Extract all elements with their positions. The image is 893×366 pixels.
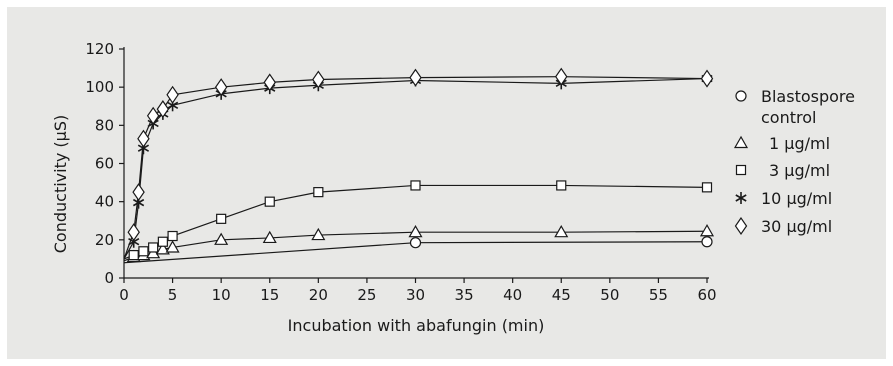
legend: Blastospore control 1 µg/ml 3 µg/ml 10 µg/…	[733, 87, 855, 236]
data-point-30-ug-ml	[127, 223, 140, 242]
y-tick-label: 0	[104, 269, 114, 287]
legend-label-blastospore-control: Blastospore	[761, 87, 855, 106]
asterisk-stroke	[735, 194, 747, 202]
x-tick-label: 35	[455, 286, 474, 304]
x-tick-label: 5	[168, 286, 178, 304]
data-point-30-ug-ml	[555, 67, 568, 86]
data-point-30-ug-ml	[700, 69, 714, 88]
y-tick-label: 100	[85, 78, 114, 96]
data-point-blastospore-control	[409, 237, 422, 249]
asterisk-stroke	[137, 144, 150, 152]
data-point-3-ug-ml	[410, 180, 421, 191]
y-tick-label: 40	[95, 193, 114, 211]
y-tick-label: 80	[95, 116, 114, 134]
legend-marker-10-ug-ml	[735, 192, 747, 204]
data-point-1-ug-ml	[699, 224, 715, 237]
data-point-3-ug-ml	[313, 187, 324, 198]
data-point-1-ug-ml	[155, 242, 170, 255]
x-axis-label: Incubation with abafungin (min)	[288, 316, 545, 335]
x-tick-label: 30	[406, 286, 425, 304]
data-point-3-ug-ml	[264, 196, 275, 207]
data-point-1-ug-ml	[165, 240, 180, 253]
x-tick-label: 0	[119, 286, 129, 304]
legend-marker-blastospore-control	[735, 90, 747, 102]
data-point-3-ug-ml	[556, 180, 567, 191]
data-point-3-ug-ml	[167, 230, 178, 242]
x-tick-label: 55	[649, 286, 668, 304]
legend-label-blastospore-control: control	[761, 108, 816, 127]
asterisk-stroke	[128, 238, 140, 246]
x-tick-label: 45	[552, 286, 571, 304]
legend-marker-1-ug-ml	[733, 135, 749, 149]
data-point-3-ug-ml	[148, 242, 159, 253]
data-point-3-ug-ml	[157, 236, 168, 247]
x-tick-label: 25	[357, 286, 376, 304]
legend-label-10-ug-ml: 10 µg/ml	[761, 189, 832, 208]
legend-label-1-ug-ml: 1 µg/ml	[761, 134, 830, 153]
x-tick-label: 20	[309, 286, 328, 304]
x-tick-label: 15	[260, 286, 279, 304]
data-point-30-ug-ml	[146, 106, 160, 125]
data-point-3-ug-ml	[128, 250, 139, 261]
asterisk-stroke	[132, 198, 145, 207]
legend-marker-3-ug-ml	[735, 164, 747, 176]
x-tick-label: 50	[600, 286, 619, 304]
chart-panel	[7, 7, 886, 359]
data-point-1-ug-ml	[214, 232, 229, 245]
data-point-3-ug-ml	[216, 213, 227, 224]
asterisk-stroke	[166, 101, 179, 109]
legend-marker-30-ug-ml	[734, 216, 748, 236]
x-tick-label: 60	[697, 286, 716, 304]
data-point-30-ug-ml	[263, 73, 276, 92]
legend-label-3-ug-ml: 3 µg/ml	[761, 161, 830, 180]
y-tick-label: 60	[95, 155, 114, 173]
y-tick-label: 120	[85, 40, 114, 58]
data-point-blastospore-control	[701, 236, 713, 248]
data-point-30-ug-ml	[156, 100, 170, 119]
data-point-3-ug-ml	[701, 182, 713, 193]
data-point-30-ug-ml	[132, 183, 145, 202]
data-point-3-ug-ml	[138, 246, 149, 257]
y-axis-label: Conductivity (µS)	[51, 115, 70, 253]
data-point-30-ug-ml	[409, 68, 422, 87]
y-tick-label: 20	[95, 231, 114, 249]
data-point-1-ug-ml	[554, 224, 569, 238]
data-point-30-ug-ml	[166, 85, 179, 104]
data-point-1-ug-ml	[408, 224, 423, 238]
data-point-30-ug-ml	[214, 78, 228, 97]
data-point-30-ug-ml	[312, 70, 325, 89]
x-tick-label: 40	[503, 286, 522, 304]
legend-label-30-ug-ml: 30 µg/ml	[761, 217, 832, 236]
data-point-1-ug-ml	[262, 230, 277, 244]
x-tick-label: 10	[212, 286, 231, 304]
data-point-30-ug-ml	[137, 129, 150, 148]
data-point-1-ug-ml	[311, 227, 326, 241]
